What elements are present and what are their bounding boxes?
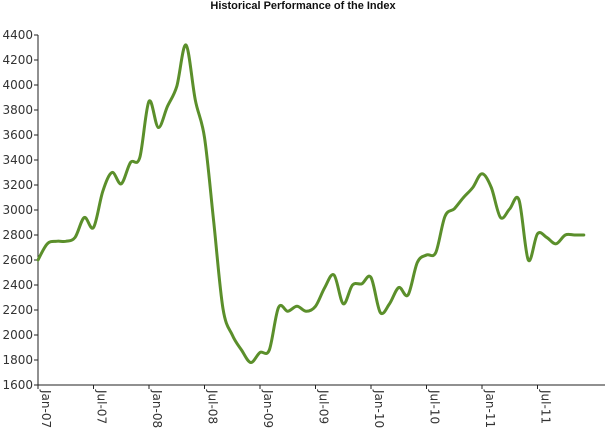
- x-tick-label: Jul-11: [539, 389, 553, 424]
- y-tick-label: 2400: [2, 278, 33, 292]
- x-tick-label: Jan-07: [39, 389, 53, 428]
- x-tick-label: Jan-11: [483, 389, 497, 428]
- y-tick-label: 3800: [2, 103, 33, 117]
- y-tick-label: 3600: [2, 128, 33, 142]
- x-tick-label: Jul-07: [95, 389, 109, 424]
- y-tick-label: 3400: [2, 153, 33, 167]
- y-tick-label: 1800: [2, 353, 33, 367]
- chart-title: Historical Performance of the Index: [210, 0, 396, 12]
- x-axis-ticks: Jan-07 Jul-07 Jan-08 Jul-08 Jan-09 Jul-09 Jan-…: [37, 385, 553, 428]
- x-tick-label: Jan-08: [150, 389, 164, 428]
- y-tick-label: 4000: [2, 78, 33, 92]
- y-tick-label: 3000: [2, 203, 33, 217]
- y-tick-label: 2200: [2, 303, 33, 317]
- x-tick-label: Jul-10: [428, 389, 442, 424]
- y-tick-label: 2600: [2, 253, 33, 267]
- series-line: [36, 43, 586, 364]
- y-axis-ticks: 1600 1800 2000 2200 2400 2600 2800 3000 3200 3400…: [2, 28, 38, 392]
- y-tick-label: 2800: [2, 228, 33, 242]
- y-tick-label: 2000: [2, 328, 33, 342]
- y-tick-label: 4400: [2, 28, 33, 42]
- x-tick-label: Jan-09: [261, 389, 275, 428]
- series-layer: [36, 43, 586, 364]
- y-tick-label: 4200: [2, 53, 33, 67]
- x-tick-label: Jul-08: [206, 389, 220, 424]
- x-tick-label: Jul-09: [317, 389, 331, 424]
- y-tick-label: 1600: [2, 378, 33, 392]
- y-tick-label: 3200: [2, 178, 33, 192]
- x-tick-label: Jan-10: [372, 389, 386, 428]
